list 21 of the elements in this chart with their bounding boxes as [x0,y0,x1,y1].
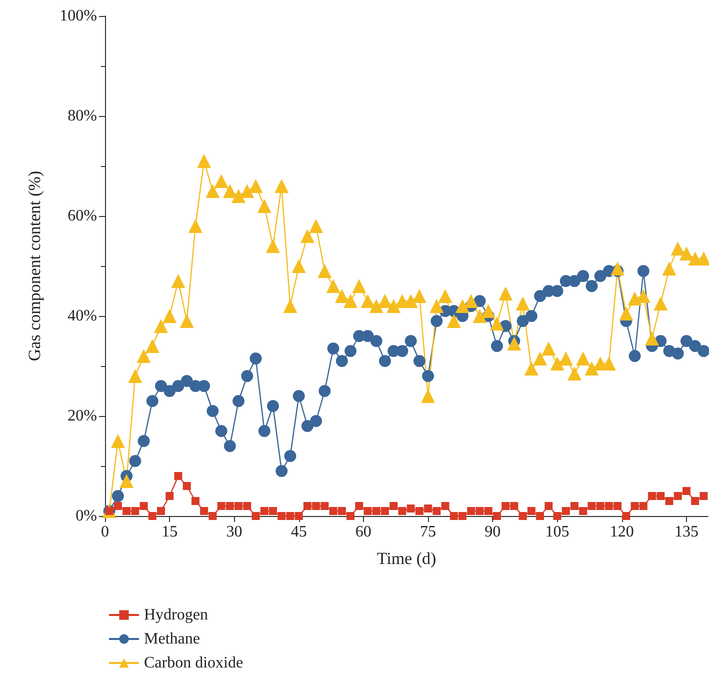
legend-label: Methane [144,630,200,648]
x-tick-label: 90 [484,524,501,540]
y-tick-label: 40% [68,308,97,324]
x-tick-label: 60 [355,524,372,540]
y-axis-title: Gas component content (%) [25,170,44,362]
x-tick-label: 120 [610,524,634,540]
x-tick-label: 15 [162,524,178,540]
x-tick-label: 75 [420,524,436,540]
x-tick-label: 45 [290,524,307,540]
x-tick-label: 135 [674,524,698,540]
y-tick-label: 100% [60,8,97,24]
legend-label: Carbon dioxide [144,654,244,672]
y-tick-label: 0% [76,508,97,524]
x-tick-label: 30 [226,524,242,540]
y-tick-label: 20% [68,408,97,424]
x-axis-title: Time (d) [376,549,436,568]
legend-label: Hydrogen [144,606,208,624]
x-tick-label: 0 [101,524,109,540]
y-tick-label: 60% [68,208,97,224]
x-tick-label: 105 [545,524,570,540]
y-tick-label: 80% [68,108,97,124]
